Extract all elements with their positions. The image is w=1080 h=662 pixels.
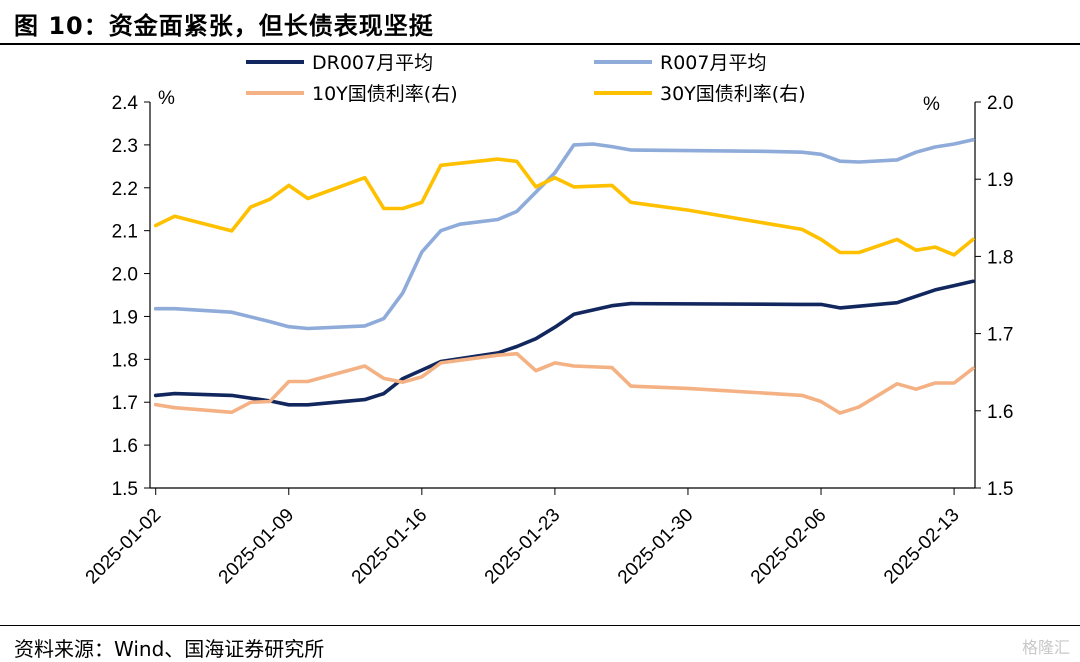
series-line (153, 351, 975, 415)
right-tick-label: 1.8 (987, 247, 1013, 268)
left-tick-label: 1.9 (112, 307, 138, 328)
x-tick-label: 2025-02-06 (747, 505, 831, 589)
x-tick-label: 2025-01-30 (614, 505, 698, 589)
right-tick-label: 1.6 (987, 402, 1013, 423)
left-axis-unit: % (158, 88, 175, 109)
left-tick-label: 2.3 (112, 136, 138, 157)
series-layer (153, 137, 975, 415)
x-tick-label: 2025-02-13 (880, 505, 964, 589)
source-note: 资料来源：Wind、国海证券研究所 (14, 637, 325, 661)
legend-label: 30Y国债利率(右) (660, 83, 806, 105)
title-divider (0, 43, 1080, 45)
left-tick-label: 1.6 (112, 436, 138, 457)
right-tick-label: 1.7 (987, 325, 1013, 346)
right-tick-label: 1.5 (987, 479, 1013, 500)
left-tick-label: 1.7 (112, 393, 138, 414)
legend-label: R007月平均 (660, 52, 766, 74)
legend-label: 10Y国债利率(右) (312, 83, 458, 105)
left-tick-label: 2.2 (112, 179, 138, 200)
left-tick-label: 2.0 (112, 265, 138, 286)
left-tick-label: 2.4 (112, 93, 139, 114)
series-line (153, 137, 975, 331)
x-tick-label: 2025-01-09 (215, 505, 299, 589)
left-tick-label: 2.1 (112, 222, 138, 243)
legend: DR007月平均 R007月平均 10Y国债利率(右) 30Y国债利率(右) (246, 52, 806, 105)
watermark: 格隆汇 (1021, 638, 1070, 657)
right-tick-label: 1.9 (987, 170, 1013, 191)
right-tick-label: 2.0 (987, 93, 1013, 114)
right-axis-unit: % (923, 94, 940, 115)
x-tick-label: 2025-01-02 (82, 505, 166, 589)
series-line (153, 279, 975, 407)
page-title: 图 10：资金面紧张，但长债表现坚挺 (14, 12, 434, 40)
left-tick-label: 1.5 (112, 479, 138, 500)
x-tick-label: 2025-01-23 (481, 505, 565, 589)
x-tick-label: 2025-01-16 (348, 505, 432, 589)
series-line (153, 157, 975, 257)
left-tick-label: 1.8 (112, 350, 138, 371)
axes: 1.5 1.6 1.7 1.8 1.9 2.0 2.1 2.2 2.3 2.4 1.5 1.6 1.7 1… (82, 88, 1014, 588)
legend-label: DR007月平均 (312, 52, 433, 74)
source-divider (0, 625, 1080, 626)
